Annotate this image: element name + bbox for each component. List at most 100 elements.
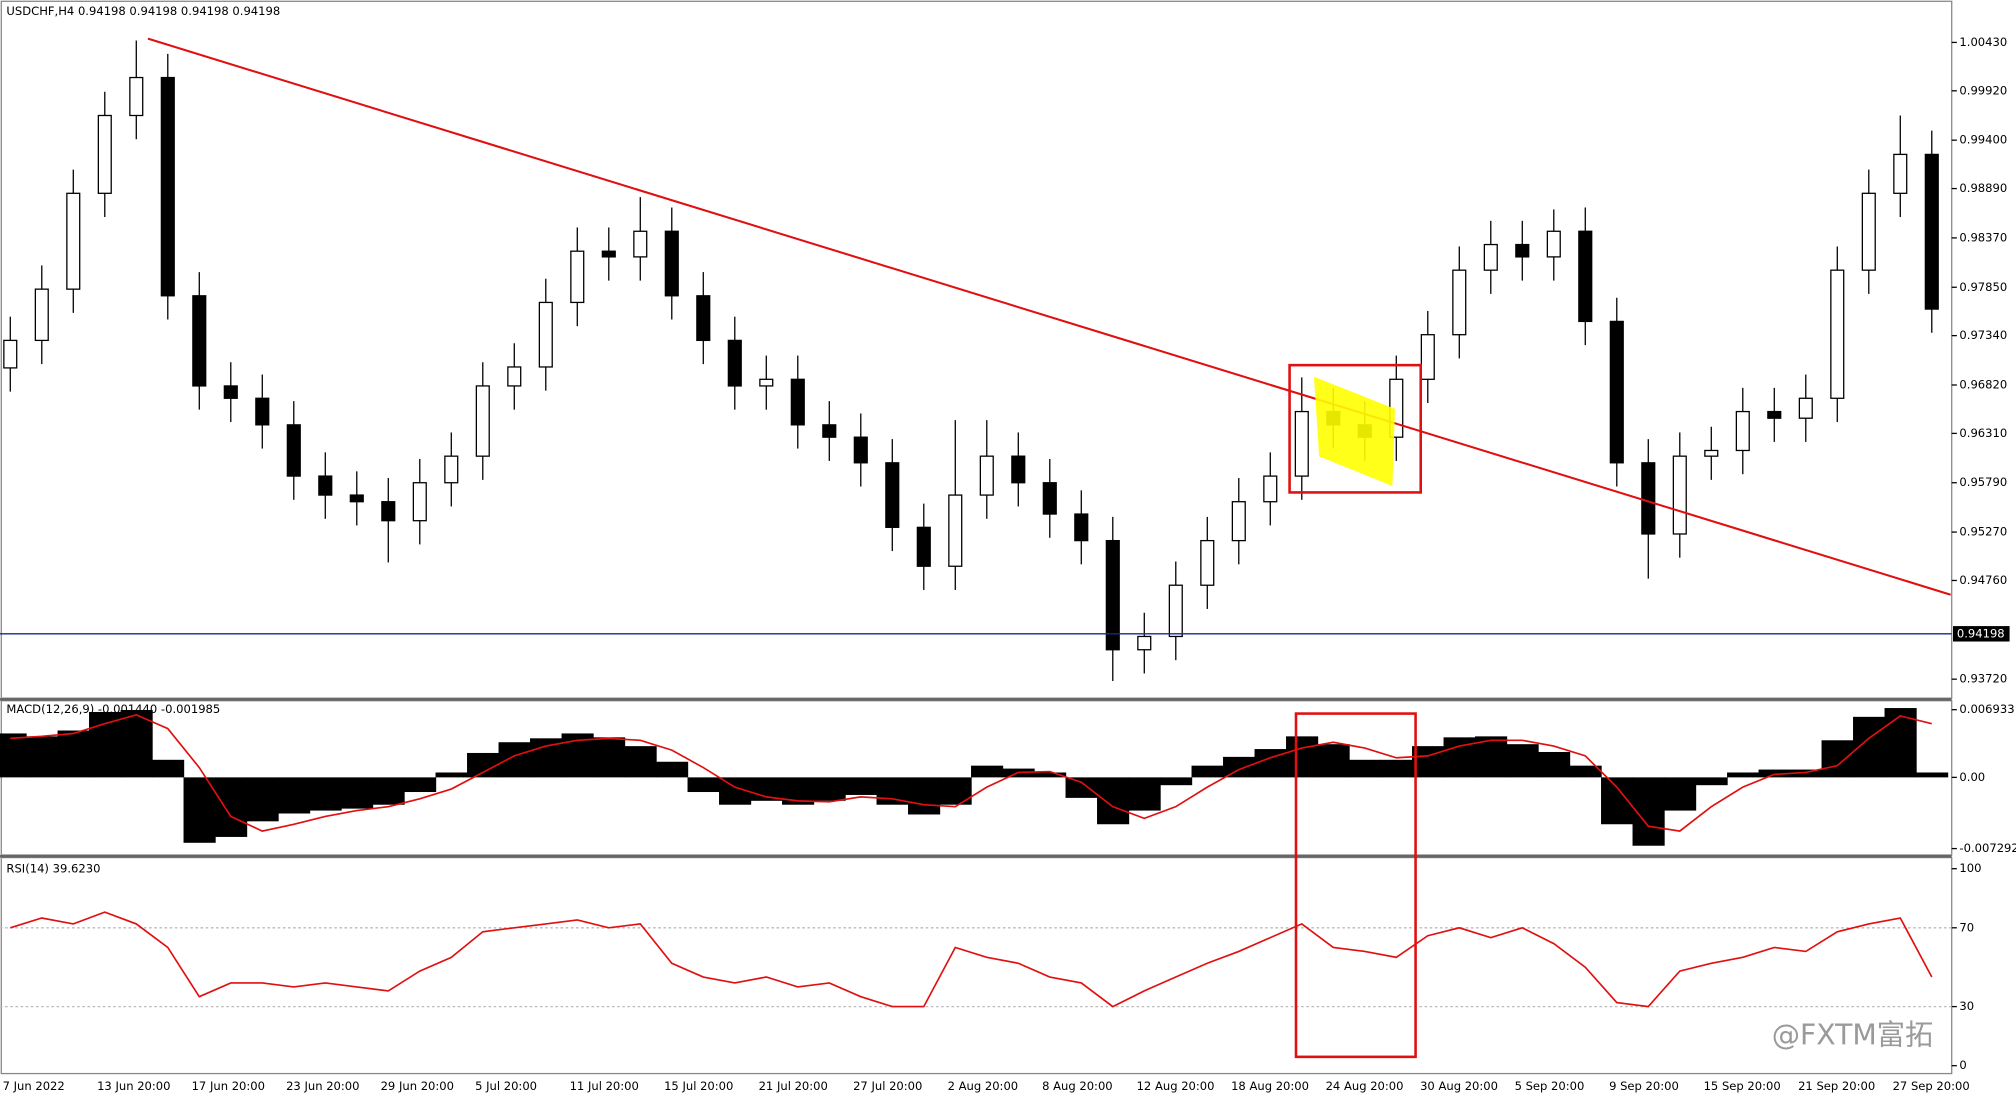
candle-body xyxy=(444,455,459,484)
y-tick-label: 0.97850 xyxy=(1959,280,2007,294)
candle-body xyxy=(3,339,18,369)
candle-body xyxy=(1168,584,1183,638)
candle-body xyxy=(1924,153,1939,310)
rsi-line xyxy=(10,911,1933,1008)
candle-body xyxy=(790,378,805,426)
macd-bar xyxy=(1821,740,1854,778)
x-tick-label: 17 Jun 20:00 xyxy=(192,1079,265,1093)
macd-bar xyxy=(120,710,153,778)
macd-bar xyxy=(1475,736,1508,778)
macd-bar xyxy=(813,777,846,801)
chart-title: USDCHF,H4 0.94198 0.94198 0.94198 0.9419… xyxy=(6,4,280,18)
candle-body xyxy=(822,424,837,438)
candle-body xyxy=(475,385,490,457)
candle-body xyxy=(1452,269,1467,336)
macd-bar xyxy=(1758,769,1791,778)
y-tick-label: 70 xyxy=(1959,920,1974,934)
x-tick-label: 15 Jul 20:00 xyxy=(664,1079,733,1093)
macd-bar xyxy=(624,746,657,778)
y-tick-label: -0.007292 xyxy=(1959,841,2016,855)
y-tick-label: 0.99400 xyxy=(1959,133,2007,147)
y-tick-label: 100 xyxy=(1959,861,1981,875)
y-tick-label: 0.97340 xyxy=(1959,328,2007,342)
macd-bar xyxy=(1128,777,1161,811)
x-tick-label: 29 Jun 20:00 xyxy=(381,1079,454,1093)
macd-bar xyxy=(1569,765,1602,778)
x-tick-label: 30 Aug 20:00 xyxy=(1420,1079,1498,1093)
macd-bar xyxy=(1160,777,1193,786)
candle-body xyxy=(1105,539,1120,651)
candle-body xyxy=(570,250,585,304)
candle-body xyxy=(727,339,742,387)
candle-body xyxy=(192,295,207,387)
x-tick-label: 9 Sep 20:00 xyxy=(1609,1079,1679,1093)
macd-bar xyxy=(0,733,27,778)
price-label-box xyxy=(1953,626,2010,642)
candle-body xyxy=(979,455,994,496)
candle-body xyxy=(129,76,144,117)
x-tick-label: 21 Jul 20:00 xyxy=(759,1079,828,1093)
plot-layer: 1.00430 0.99920 0.99400 0.98890 0.98370 0.978… xyxy=(0,35,2016,1093)
x-tick-label: 13 Jun 20:00 xyxy=(97,1079,170,1093)
candle-body xyxy=(1830,269,1845,399)
macd-bar xyxy=(152,759,185,778)
candle-body xyxy=(1546,230,1561,258)
candle-body xyxy=(1042,482,1057,515)
candle-body xyxy=(916,526,931,567)
indicator-box xyxy=(1294,712,1417,1059)
macd-bar xyxy=(593,737,626,778)
candle-body xyxy=(1200,539,1215,586)
candle-body xyxy=(1137,635,1152,651)
macd-bar xyxy=(845,777,878,795)
macd-bar xyxy=(1223,756,1256,778)
macd-bar xyxy=(1632,777,1665,846)
candle-body xyxy=(349,494,364,503)
macd-bar xyxy=(1097,777,1130,825)
macd-bar xyxy=(1317,744,1350,778)
macd-bar xyxy=(1286,736,1319,778)
y-tick-label: 0.98890 xyxy=(1959,181,2007,195)
x-tick-label: 11 Jul 20:00 xyxy=(570,1079,639,1093)
candle-body xyxy=(1735,410,1750,452)
x-tick-label: 2 Aug 20:00 xyxy=(948,1079,1019,1093)
macd-bar xyxy=(1254,749,1287,778)
macd-bar xyxy=(1065,777,1098,798)
candle-body xyxy=(160,76,175,297)
macd-bar xyxy=(498,742,531,778)
macd-bar xyxy=(1664,777,1697,811)
macd-bar xyxy=(687,777,720,793)
y-tick-label: 0.00 xyxy=(1959,770,1985,784)
x-tick-label: 12 Aug 20:00 xyxy=(1137,1079,1215,1093)
x-tick-label: 27 Sep 20:00 xyxy=(1893,1079,1970,1093)
x-tick-label: 5 Sep 20:00 xyxy=(1515,1079,1585,1093)
macd-bar xyxy=(278,777,311,814)
signal-line xyxy=(10,713,1932,832)
macd-bar xyxy=(908,777,941,815)
macd-bar xyxy=(1916,772,1949,778)
flag-highlight xyxy=(1314,376,1395,486)
candle-body xyxy=(1074,513,1089,542)
y-tick-label: 0.98370 xyxy=(1959,230,2007,244)
price-box xyxy=(1288,363,1423,494)
macd-bar xyxy=(1727,772,1760,778)
candle-body xyxy=(1011,455,1026,484)
rsi-title: RSI(14) 39.6230 xyxy=(6,862,100,876)
candle-body xyxy=(1641,462,1656,535)
macd-bar xyxy=(971,765,1004,778)
macd-bar xyxy=(1349,759,1382,778)
candle-body xyxy=(1294,410,1309,477)
macd-bar xyxy=(57,730,90,778)
x-tick-label: 7 Jun 2022 xyxy=(3,1079,65,1093)
macd-bar xyxy=(1191,765,1224,778)
candle-body xyxy=(538,301,553,368)
macd-bar xyxy=(1506,744,1539,778)
candle-body xyxy=(1515,243,1530,258)
candle-body xyxy=(696,295,711,342)
candle-body xyxy=(1672,455,1687,535)
y-tick-label: 0.99920 xyxy=(1959,83,2007,97)
candle-body xyxy=(948,494,963,567)
candle-body xyxy=(223,385,238,399)
macd-bar xyxy=(435,772,468,778)
y-tick-label: 0.94760 xyxy=(1959,573,2007,587)
